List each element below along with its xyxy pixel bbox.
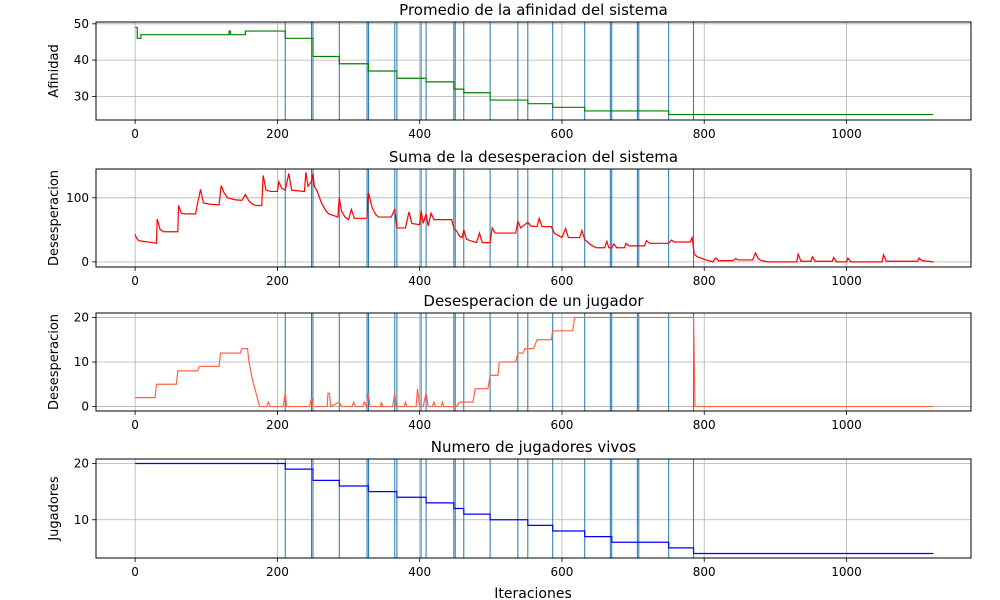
panel-title: Promedio de la afinidad del sistema	[399, 1, 668, 19]
x-tick-label: 200	[266, 565, 289, 579]
chart-panel-2: 0 200 400 600 800 1000 0 100 Suma de la desesper…	[47, 148, 972, 288]
axes-frame	[95, 21, 972, 121]
x-tick-label: 800	[693, 274, 716, 288]
chart-panel-3: 0 200 400 600 800 1000 0 10 20 Desesperacion de u…	[47, 292, 972, 432]
series-line	[135, 26, 934, 116]
x-tick-label: 400	[408, 418, 431, 432]
x-tick-label: 600	[551, 565, 574, 579]
x-tick-label: 800	[693, 565, 716, 579]
series-line	[134, 172, 934, 263]
x-tick-label: 600	[551, 274, 574, 288]
y-tick-label: 20	[74, 457, 89, 471]
x-tick-label: 0	[131, 127, 139, 141]
series-line	[135, 462, 934, 555]
x-tick-label: 400	[408, 274, 431, 288]
y-axis-label: Afinidad	[47, 44, 62, 97]
shared-x-axis-label: Iteraciones	[494, 586, 572, 600]
x-tick-label: 0	[131, 565, 139, 579]
x-tick-label: 200	[266, 127, 289, 141]
y-tick-label: 40	[74, 53, 89, 67]
x-tick-label: 0	[131, 274, 139, 288]
y-tick-label: 20	[74, 310, 89, 324]
series-line	[135, 316, 934, 409]
x-tick-label: 200	[266, 418, 289, 432]
y-tick-label: 0	[81, 255, 89, 269]
x-tick-label: 1000	[831, 127, 862, 141]
x-tick-label: 400	[408, 127, 431, 141]
y-tick-label: 50	[74, 17, 89, 31]
panel-title: Desesperacion de un jugador	[423, 292, 644, 310]
x-tick-label: 600	[551, 127, 574, 141]
x-tick-label: 1000	[831, 565, 862, 579]
panel-title: Numero de jugadores vivos	[431, 438, 637, 456]
x-tick-label: 0	[131, 418, 139, 432]
chart-panel-1: 0 200 400 600 800 1000 30 40 50 Promedio de la af…	[47, 1, 972, 141]
x-tick-label: 400	[408, 565, 431, 579]
chart-panel-4: 0 200 400 600 800 1000 10 20 Numero de jugadores…	[47, 438, 972, 579]
panel-title: Suma de la desesperacion del sistema	[389, 148, 678, 166]
axes-frame	[95, 458, 972, 559]
y-tick-label: 30	[74, 89, 89, 103]
x-tick-label: 1000	[831, 418, 862, 432]
x-tick-label: 1000	[831, 274, 862, 288]
x-tick-label: 800	[693, 127, 716, 141]
y-axis-label: Jugadores	[47, 476, 62, 542]
y-tick-label: 100	[66, 191, 89, 205]
y-axis-label: Desesperacion	[47, 314, 62, 410]
x-tick-label: 600	[551, 418, 574, 432]
y-tick-label: 0	[81, 400, 89, 414]
x-tick-label: 800	[693, 418, 716, 432]
x-tick-label: 200	[266, 274, 289, 288]
y-tick-label: 10	[74, 355, 89, 369]
y-tick-label: 10	[74, 513, 89, 527]
y-axis-label: Desesperacion	[47, 170, 62, 266]
axes-frame	[95, 168, 972, 268]
